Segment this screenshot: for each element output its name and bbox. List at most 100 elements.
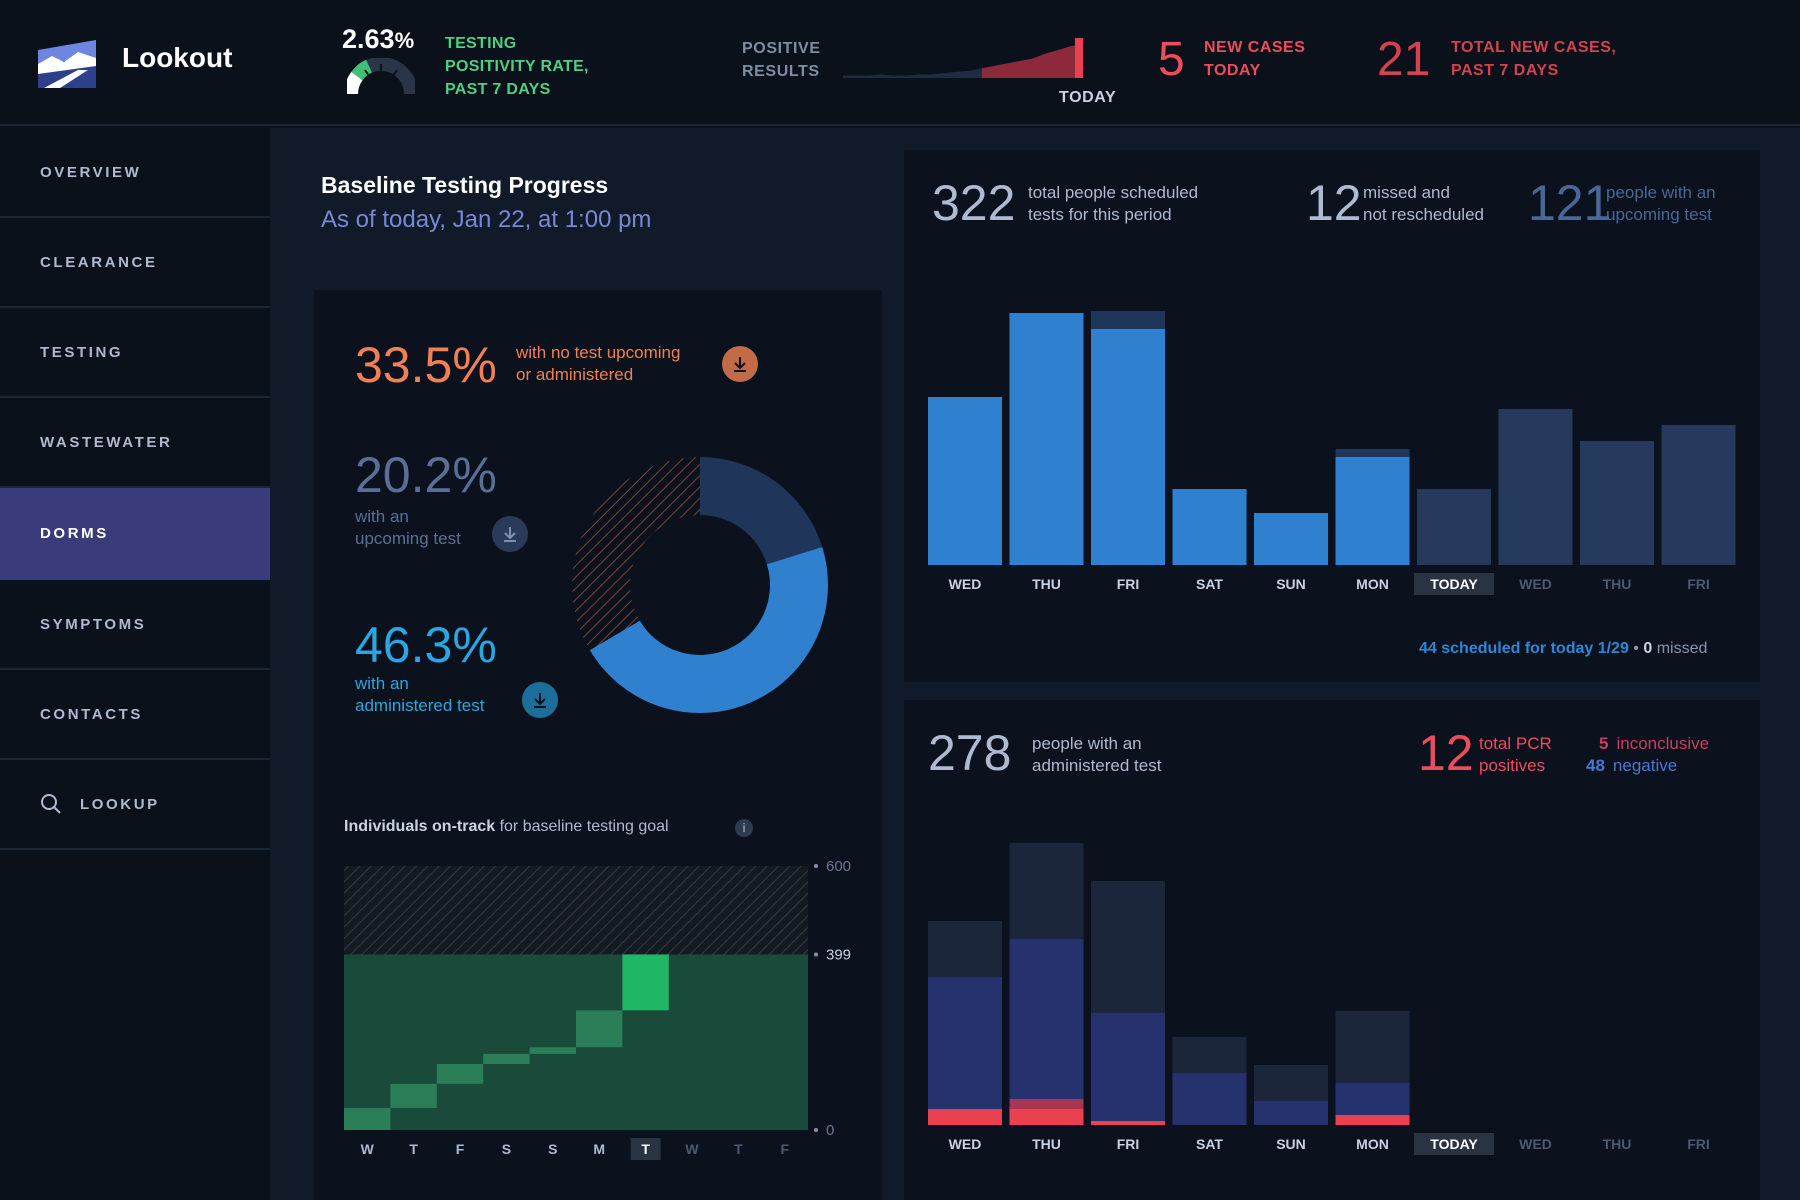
search-icon (41, 794, 61, 814)
administered-count-value: 278 (928, 725, 1012, 781)
positive-results-label: POSITIVE RESULTS (742, 40, 821, 80)
administered-count-text: people with an administered test (1032, 734, 1162, 775)
scheduled-today-footer: 44 scheduled for today 1/29 • 0 missed (1419, 640, 1708, 657)
x-tick-label: W (685, 1141, 699, 1157)
bar-administered-3-s2 (1172, 1073, 1247, 1125)
positivity-rate-value: 2.63% (342, 24, 415, 54)
positivity-gauge (347, 58, 415, 95)
bar-administered-4-s2 (1254, 1101, 1328, 1125)
donut-slice-0 (572, 457, 700, 651)
download-upcoming-button[interactable] (492, 516, 528, 552)
sidebar-item-lookup[interactable]: LOOKUP (0, 760, 270, 850)
bar-administered-1-s1 (1009, 1099, 1084, 1109)
baseline-donut-chart[interactable] (560, 445, 840, 725)
donut-slice-2 (589, 546, 828, 713)
new-cases-today-label: NEW CASES TODAY (1204, 39, 1306, 79)
ontrack-step-1 (390, 1083, 437, 1108)
sidebar-item-label: CLEARANCE (40, 253, 158, 271)
sparkline-today-label: TODAY (1059, 89, 1117, 106)
bar-scheduled-5-s0 (1335, 457, 1410, 565)
sidebar-item-wastewater[interactable]: WASTEWATER (0, 398, 270, 488)
ontrack-step-5 (576, 1010, 623, 1048)
sparkline-positive-area (981, 44, 1083, 78)
info-icon[interactable]: i (735, 819, 753, 837)
x-tick-label: WED (949, 1136, 982, 1152)
ontrack-step-0 (344, 1108, 391, 1130)
bar-administered-3-s3 (1172, 1037, 1247, 1073)
today-highlight (630, 1138, 661, 1160)
x-tick-label: T (734, 1141, 743, 1157)
y-tick-dot (814, 864, 818, 868)
x-tick-label: S (502, 1141, 511, 1157)
sidebar-item-clearance[interactable]: CLEARANCE (0, 218, 270, 308)
x-tick-label: TODAY (1430, 1136, 1478, 1152)
bar-administered-2-s2 (1091, 1013, 1165, 1121)
lookout-logo-icon[interactable] (38, 40, 96, 88)
sidebar-item-contacts[interactable]: CONTACTS (0, 670, 270, 760)
y-tick-label: 600 (826, 858, 851, 875)
download-icon (734, 357, 746, 372)
ontrack-step-2 (436, 1064, 484, 1084)
y-tick-label: 399 (826, 946, 851, 963)
x-tick-label: MON (1356, 1136, 1389, 1152)
stat-no-test-text: with no test upcoming or administered (516, 343, 681, 384)
x-tick-label: SAT (1196, 576, 1223, 592)
stat-no-test: 33.5% (355, 336, 497, 394)
total-new-cases-value: 21 (1377, 33, 1431, 86)
sidebar-item-dorms[interactable]: DORMS (0, 488, 270, 580)
donut-slice-1 (700, 457, 823, 565)
page-subtitle: As of today, Jan 22, at 1:00 pm (321, 206, 652, 233)
bar-administered-1-s2 (1009, 939, 1084, 1099)
sidebar-item-testing[interactable]: TESTING (0, 308, 270, 398)
bar-administered-0-s3 (928, 921, 1002, 977)
bar-administered-1-s0 (1009, 1109, 1084, 1125)
download-icon (534, 693, 546, 708)
x-tick-label: WED (949, 576, 982, 592)
ontrack-step-4 (529, 1047, 576, 1054)
x-tick-label: FRI (1117, 576, 1140, 592)
pcr-positives-value: 12 (1418, 725, 1474, 781)
x-tick-label: T (641, 1141, 650, 1157)
x-tick-label: FRI (1687, 576, 1710, 592)
sidebar-item-overview[interactable]: OVERVIEW (0, 128, 270, 218)
ontrack-step-3 (483, 1053, 530, 1064)
y-tick-dot (814, 952, 818, 957)
ontrack-step-6 (622, 954, 669, 1011)
today-highlight (1414, 573, 1494, 595)
new-cases-today-value: 5 (1158, 33, 1185, 86)
sidebar: OVERVIEW CLEARANCE TESTING WASTEWATER DO… (0, 128, 270, 1200)
upcoming-value: 121 (1528, 175, 1612, 231)
page-title: Baseline Testing Progress (321, 172, 609, 198)
x-tick-label: WED (1519, 576, 1552, 592)
x-tick-label: THU (1603, 576, 1632, 592)
bar-scheduled-7-s2 (1498, 409, 1573, 565)
upcoming-text: people with an upcoming test (1606, 183, 1716, 224)
top-bar: Lookout 2.63% TESTING POSITIVITY RATE, P… (0, 0, 1800, 126)
sidebar-item-symptoms[interactable]: SYMPTOMS (0, 580, 270, 670)
y-tick-label: 0 (826, 1122, 834, 1139)
missed-text: missed and not rescheduled (1363, 183, 1484, 224)
app-title[interactable]: Lookout (122, 42, 233, 73)
sidebar-item-label: WASTEWATER (40, 433, 173, 451)
administered-bar-chart[interactable]: WED THU FRI SAT SUN MON TODAY WED THU FRI (904, 840, 1760, 1170)
positive-results-sparkline[interactable] (843, 38, 1093, 80)
x-tick-label: SUN (1276, 1136, 1306, 1152)
bar-administered-5-s3 (1335, 1011, 1410, 1083)
stat-upcoming-text: with an upcoming test (355, 507, 461, 548)
stat-no-test-value: 33.5% (355, 337, 497, 393)
stat-upcoming-value: 20.2% (355, 447, 497, 503)
x-tick-label: W (361, 1141, 375, 1157)
ontrack-chart[interactable]: 600 399 0 W T F S S M T W T F (330, 850, 870, 1160)
x-tick-label: S (548, 1141, 557, 1157)
bar-scheduled-4-s0 (1254, 513, 1328, 565)
download-no-test-button[interactable] (722, 346, 758, 382)
sidebar-item-label: DORMS (40, 524, 109, 542)
sidebar-item-label: TESTING (40, 343, 124, 361)
ontrack-title: Individuals on-track for baseline testin… (344, 818, 669, 835)
scheduled-bar-chart[interactable]: WED THU FRI SAT SUN MON TODAY WED THU FRI (904, 270, 1760, 600)
bar-administered-5-s0 (1335, 1115, 1410, 1125)
sidebar-item-label: SYMPTOMS (40, 615, 147, 633)
sparkline-today-bar (1075, 38, 1083, 78)
download-administered-button[interactable] (522, 682, 558, 718)
sidebar-item-label: LOOKUP (80, 795, 160, 813)
